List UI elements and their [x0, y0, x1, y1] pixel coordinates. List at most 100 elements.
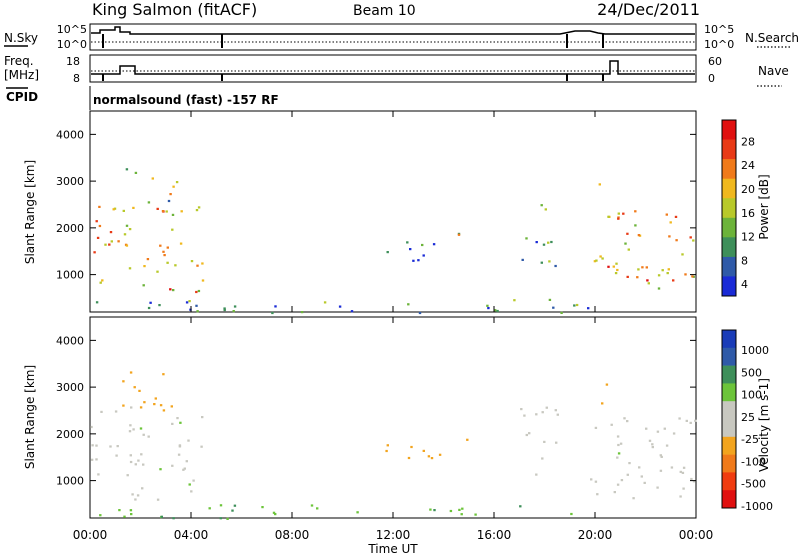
scatter-cell [513, 299, 516, 302]
scatter-cell [607, 265, 610, 268]
scatter-cell [132, 428, 135, 431]
freq-label-2: [MHz] [4, 68, 39, 82]
scatter-cell [449, 509, 453, 513]
colorbar-swatch [722, 120, 736, 140]
scatter-cell [598, 183, 601, 186]
colorbar-tick-label: 8 [741, 254, 748, 267]
scatter-cell [672, 432, 676, 435]
scatter-cell [496, 309, 499, 313]
scatter-cell [550, 240, 553, 244]
scatter-cell [626, 420, 629, 423]
scatter-cell [130, 513, 133, 516]
scatter-cell [122, 404, 125, 407]
scatter-cell [90, 458, 94, 461]
scatter-cell [672, 279, 675, 282]
scatter-cell [192, 479, 195, 482]
scatter-cell [620, 479, 624, 482]
scatter-cell [153, 403, 156, 406]
noise-left-tick-high: 10^5 [57, 23, 87, 36]
scatter-cell [195, 209, 199, 212]
noise-left-label: N.Sky [4, 31, 38, 45]
colorbar-swatch [722, 347, 736, 366]
scatter-cell [548, 260, 551, 263]
scatter-cell [429, 508, 432, 511]
scatter-cell [617, 216, 620, 219]
scatter-cell [185, 301, 189, 304]
scatter-cell [430, 457, 434, 460]
velocity-colorbar: 1000 500 100 25 -25 -100 -500 -1000 [721, 329, 773, 513]
scatter-cell [187, 439, 190, 442]
colorbar-swatch [722, 276, 736, 297]
scatter-cell [143, 401, 146, 404]
scatter-cell [128, 430, 132, 433]
scatter-cell [535, 473, 538, 476]
scatter-cell [174, 264, 177, 267]
scatter-cell [626, 232, 629, 235]
colorbar-tick-label: 20 [741, 183, 755, 196]
scatter-cell [139, 427, 143, 430]
scatter-cell [101, 279, 104, 282]
freq-line [91, 60, 695, 75]
scatter-cell [433, 509, 436, 512]
scatter-cell [626, 275, 629, 278]
scatter-cell [115, 454, 118, 457]
scatter-cell [356, 511, 359, 514]
scatter-cell [692, 275, 695, 278]
scatter-cell [674, 215, 678, 218]
scatter-cell [486, 304, 489, 307]
scatter-cell [142, 433, 145, 436]
scatter-cell [113, 207, 117, 210]
velocity-y-label: Slant Range [km] [23, 365, 37, 469]
scatter-cell [95, 458, 98, 461]
scatter-cell [525, 237, 528, 240]
scatter-cell [219, 504, 223, 507]
scatter-cell [154, 397, 157, 400]
scatter-cell [542, 243, 546, 246]
scatter-cell [646, 279, 649, 282]
scatter-cell [595, 259, 598, 262]
freq-frame [89, 54, 697, 83]
scatter-cell [689, 421, 692, 424]
scatter-cell [626, 473, 629, 476]
scatter-cell [601, 257, 604, 260]
colorbar-tick-label: -25 [741, 433, 759, 446]
nave-label: Nave [758, 64, 789, 78]
colorbar-tick-label: 500 [741, 366, 762, 379]
scatter-cell [232, 310, 235, 313]
x-tick-label: 04:00 [174, 528, 209, 542]
scatter-cell [147, 435, 150, 438]
scatter-cell [638, 466, 641, 469]
scatter-cell [129, 371, 133, 374]
scatter-cell [167, 199, 171, 203]
scatter-cell [176, 417, 179, 420]
scatter-cell [123, 233, 127, 236]
power-y-label: Slant Range [km] [23, 160, 37, 264]
scatter-cell [409, 248, 412, 251]
scatter-cell [622, 212, 625, 215]
y-tick-label: 1000 [56, 475, 84, 488]
scatter-cell [616, 483, 620, 486]
noise-right-tick-high: 10^5 [704, 23, 734, 36]
scatter-cell [90, 425, 93, 429]
power-panel: 1000 2000 3000 4000 Slant Range [km] 28 24 20… [23, 110, 771, 315]
scatter-cell [525, 433, 528, 437]
scatter-cell [535, 241, 538, 244]
scatter-cell [219, 517, 222, 520]
scatter-cell [132, 206, 135, 209]
y-tick-label: 3000 [56, 381, 84, 394]
freq-tick-high: 18 [66, 55, 80, 68]
scatter-cell [177, 453, 181, 456]
scatter-cell [163, 254, 166, 257]
scatter-cell [540, 261, 543, 264]
scatter-cell [99, 514, 102, 517]
colorbar-tick-label: -500 [741, 478, 766, 491]
scatter-cell [556, 413, 559, 416]
scatter-cell [560, 311, 563, 314]
scatter-cell [692, 480, 696, 483]
scatter-cell [162, 409, 166, 412]
scatter-cell [548, 298, 552, 301]
scatter-cell [616, 435, 620, 438]
scatter-cell [554, 264, 557, 268]
date-title: 24/Dec/2011 [597, 0, 700, 19]
scatter-cell [679, 495, 682, 498]
